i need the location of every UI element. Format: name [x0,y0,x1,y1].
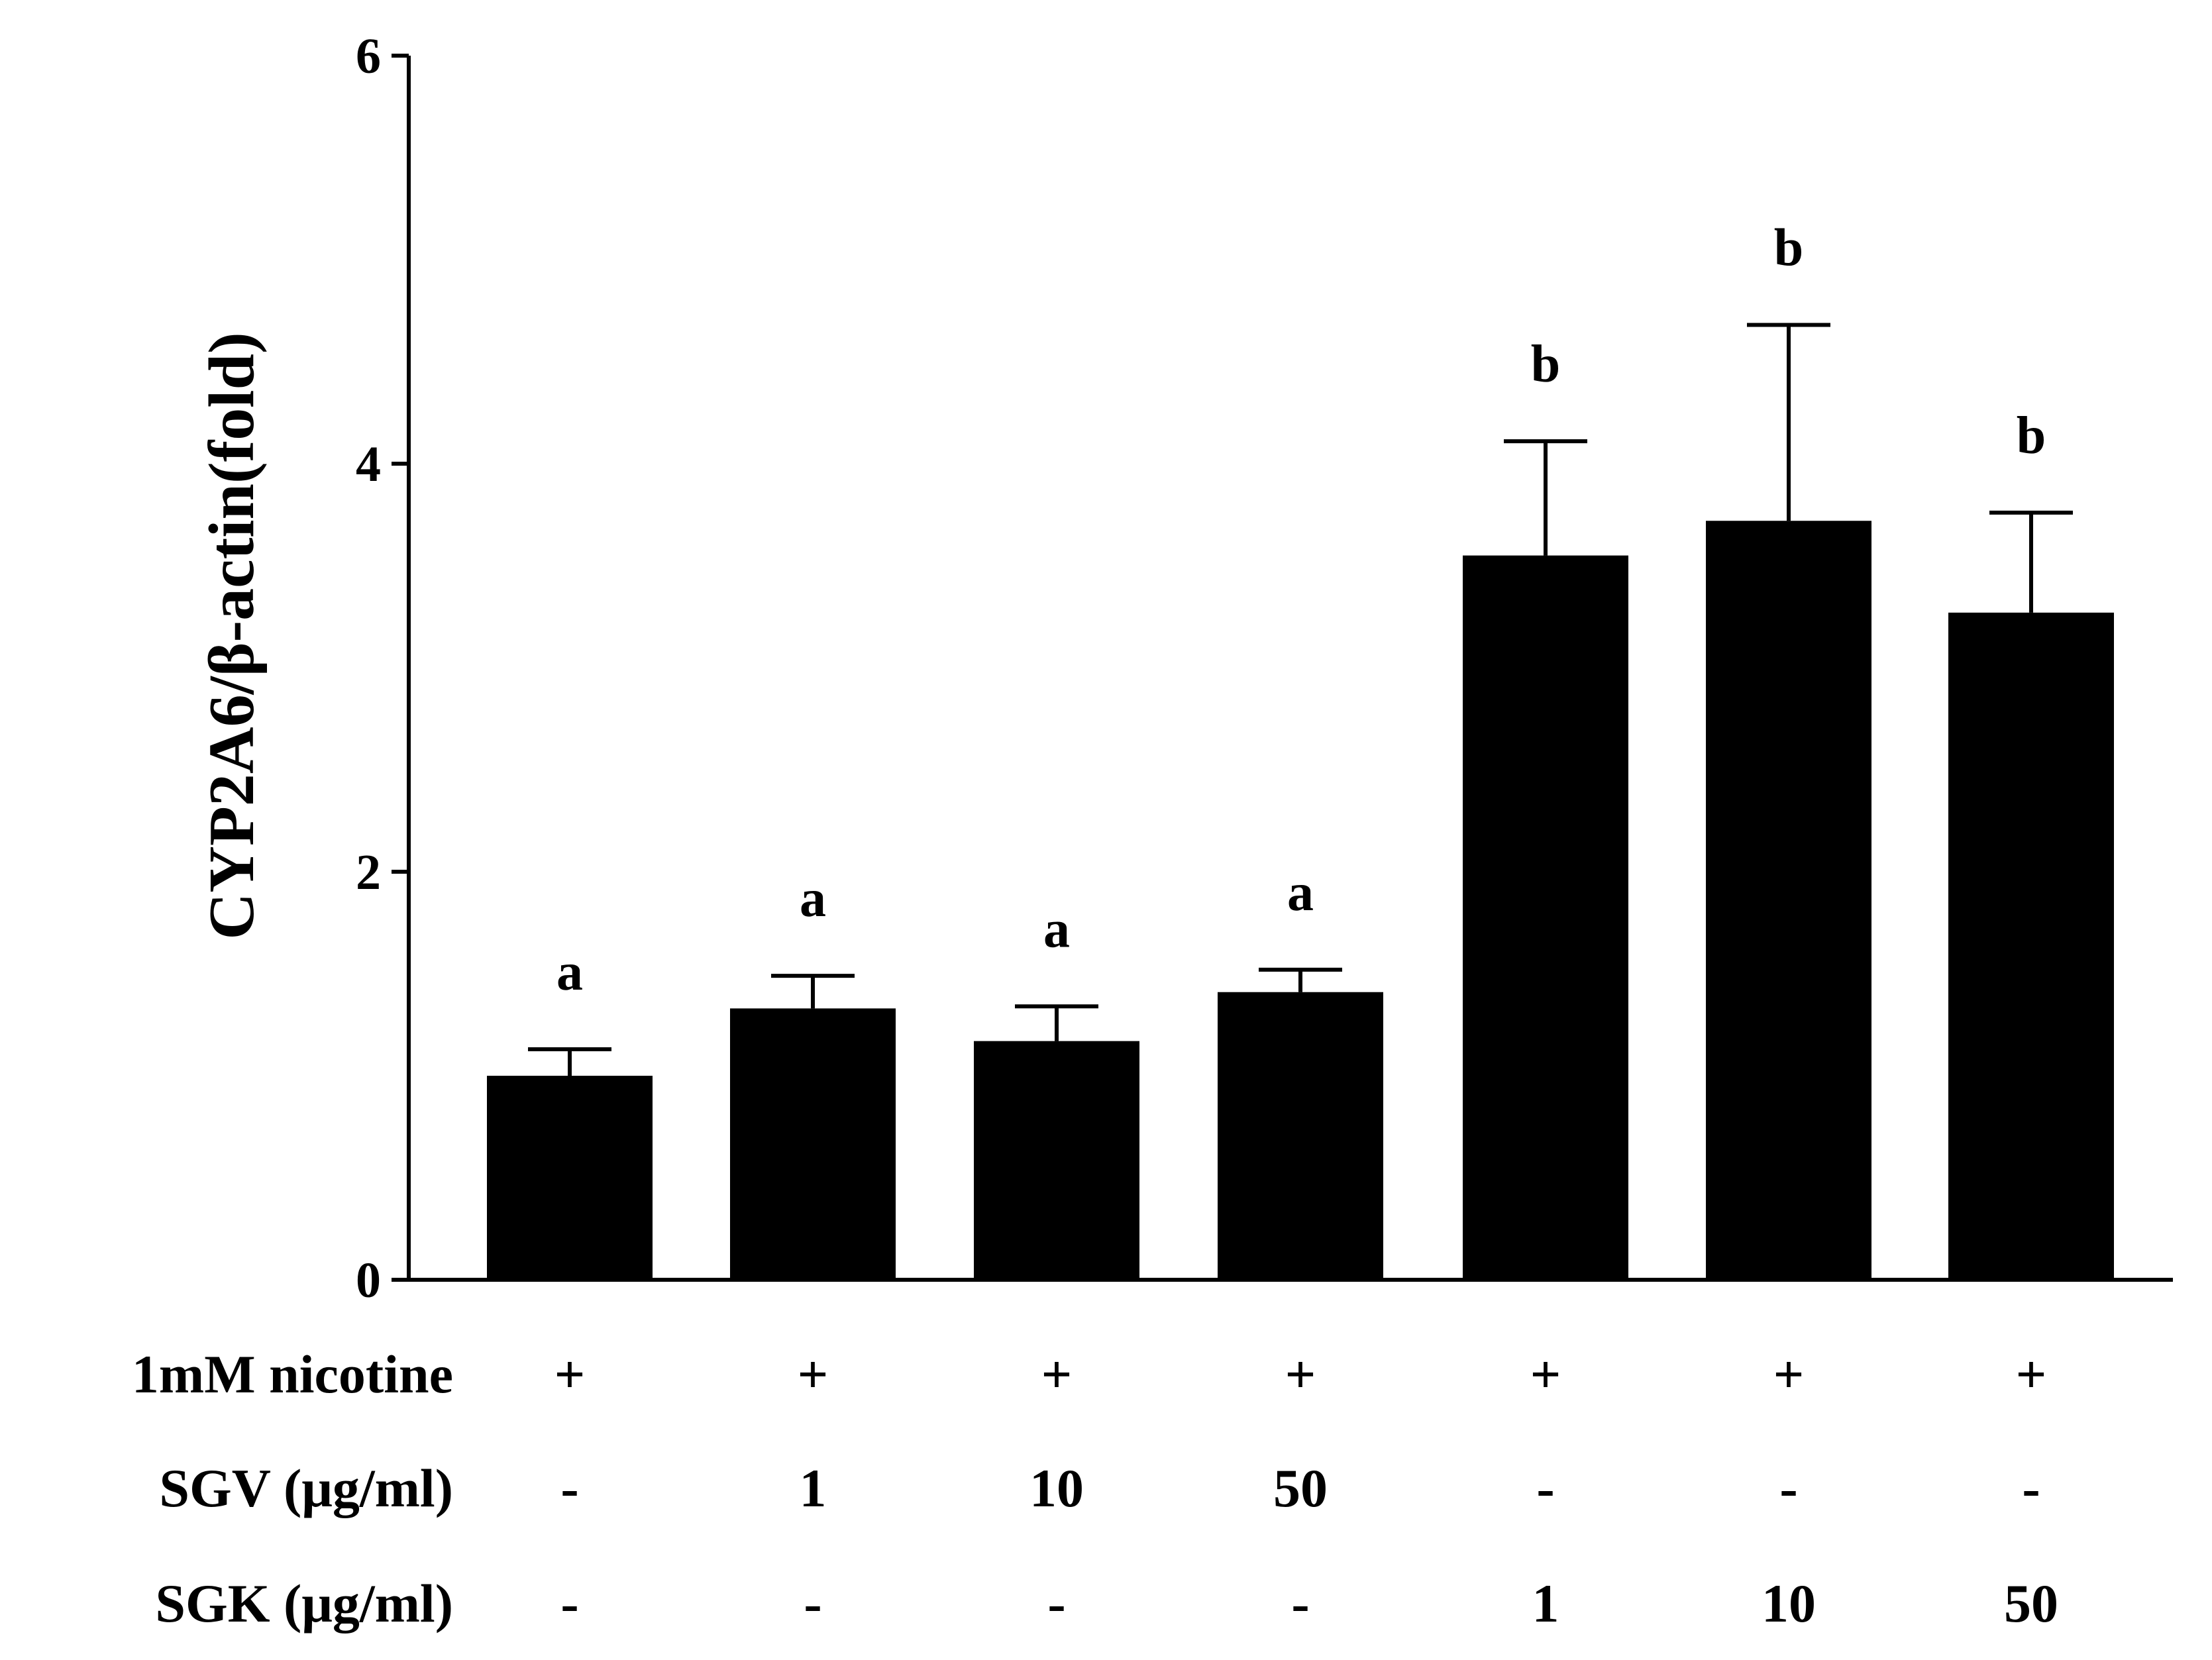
bar [487,1076,653,1280]
treatment-cell: - [560,1573,578,1634]
bar [1218,992,1383,1280]
bar [974,1041,1139,1280]
y-axis-label: CYP2A6/β-actin(fold) [196,332,268,939]
treatment-cell: + [1041,1344,1073,1404]
treatment-table: 1mM nicotine + + + + + + + SGV (μg/ml) - 1 10 50 - - - S… [132,1344,2058,1634]
significance-letter: b [1774,219,1804,278]
significance-letter: a [1043,900,1070,959]
treatment-cell: - [1291,1573,1309,1634]
error-bars [528,323,2073,1076]
bar [1948,612,2114,1280]
treatment-row-label: SGV (μg/ml) [159,1458,453,1518]
treatment-cell: 1 [800,1458,827,1518]
y-axis: 0 2 4 6 [356,28,411,1308]
significance-letters: a a a a b b b [556,219,2046,1002]
y-tick-label: 6 [356,28,381,84]
treatment-row-label: 1mM nicotine [132,1344,453,1404]
treatment-row-label: SGK (μg/ml) [155,1573,453,1634]
significance-letter: b [1531,335,1561,393]
treatment-cell: - [804,1573,821,1634]
y-tick-label: 4 [356,437,381,492]
bars [487,521,2114,1280]
significance-letter: b [2017,407,2046,465]
y-tick-label: 0 [356,1253,381,1308]
treatment-cell: - [1779,1458,1797,1518]
significance-letter: a [1287,864,1314,922]
treatment-cell: 10 [1029,1458,1084,1518]
bar [1463,555,1628,1280]
treatment-cell: 1 [1532,1573,1559,1634]
treatment-cell: + [554,1344,586,1404]
treatment-cell: 10 [1762,1573,1816,1634]
treatment-cell: - [1047,1573,1065,1634]
treatment-cell: + [2016,1344,2047,1404]
treatment-cell: - [2022,1458,2040,1518]
y-tick-label: 2 [356,845,381,900]
significance-letter: a [556,943,583,1002]
significance-letter: a [800,870,826,928]
treatment-cell: + [798,1344,829,1404]
treatment-cell: 50 [2004,1573,2058,1634]
treatment-cell: + [1285,1344,1316,1404]
treatment-cell: - [1536,1458,1554,1518]
bar [730,1008,896,1280]
treatment-cell: 50 [1273,1458,1328,1518]
treatment-cell: - [560,1458,578,1518]
bar [1706,521,1871,1280]
treatment-cell: + [1530,1344,1561,1404]
treatment-cell: + [1773,1344,1805,1404]
